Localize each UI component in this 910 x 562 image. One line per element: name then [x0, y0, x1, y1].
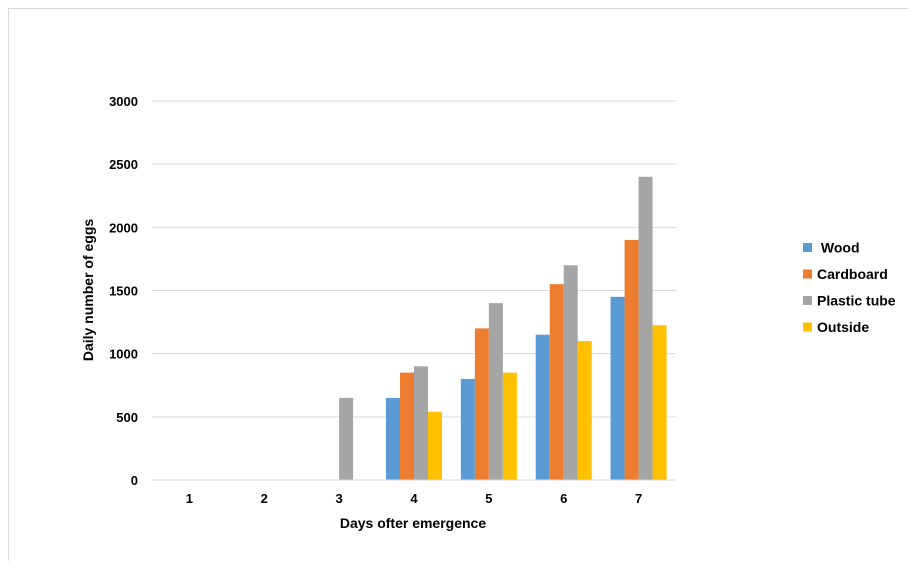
legend: Wood Cardboard Plastic tube Outside — [803, 240, 896, 335]
legend-label: Wood — [817, 240, 860, 256]
bar — [652, 325, 667, 480]
x-axis-title: Days ofter emergence — [340, 515, 487, 531]
y-tick-label: 3000 — [109, 94, 138, 109]
y-axis-title: Daily number of eggs — [80, 219, 96, 362]
x-tick-label: 5 — [485, 491, 492, 506]
x-tick-label: 1 — [186, 491, 193, 506]
bar — [624, 239, 639, 480]
bar — [474, 328, 489, 480]
y-tick-label: 2500 — [109, 157, 138, 172]
bars — [339, 176, 667, 481]
bar — [535, 334, 550, 480]
legend-label: Cardboard — [817, 266, 888, 282]
bar — [638, 176, 653, 481]
x-tick-label: 3 — [336, 491, 343, 506]
y-tick-label: 1000 — [109, 347, 138, 362]
y-tick-label: 1500 — [109, 284, 138, 299]
bar — [414, 366, 428, 480]
y-tick-label: 2000 — [109, 220, 138, 235]
y-tick-label: 500 — [116, 410, 138, 425]
y-tick-label: 0 — [131, 473, 138, 488]
x-tick-label: 4 — [410, 491, 418, 506]
legend-swatch — [803, 296, 812, 305]
x-tick-label: 7 — [635, 491, 642, 506]
x-tick-label: 6 — [560, 491, 567, 506]
bar — [488, 303, 503, 480]
legend-swatch — [803, 269, 812, 279]
bar — [400, 372, 414, 480]
x-tick-label: 2 — [261, 491, 268, 506]
legend-swatch — [803, 243, 812, 252]
axes: 0 500 1000 1500 2000 2500 3000 1 2 3 4 5 6 7 — [109, 94, 676, 506]
bar — [577, 341, 592, 480]
chart-frame — [8, 8, 908, 561]
legend-swatch — [803, 322, 812, 332]
bar — [386, 397, 400, 480]
legend-label: Outside — [817, 319, 869, 335]
bar — [428, 411, 442, 480]
bar — [460, 378, 475, 480]
bar — [502, 372, 517, 480]
bar — [549, 284, 564, 480]
bar — [339, 397, 354, 480]
bar — [563, 265, 578, 480]
legend-label: Plastic tube — [817, 293, 896, 309]
bar — [610, 296, 625, 480]
